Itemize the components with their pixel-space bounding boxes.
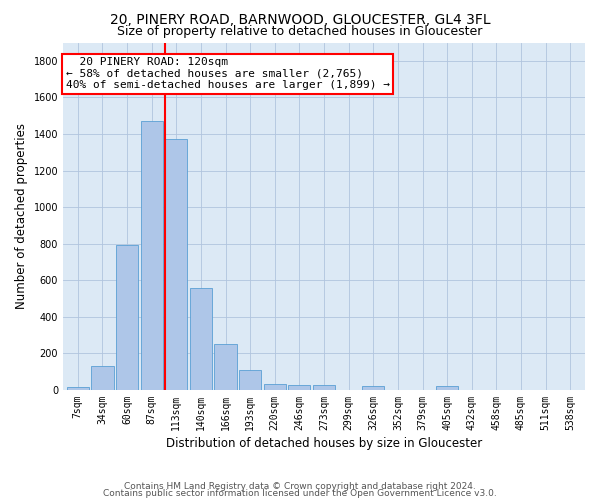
- Bar: [289, 385, 310, 390]
- Text: 20 PINERY ROAD: 120sqm  
← 58% of detached houses are smaller (2,765)
40% of sem: 20 PINERY ROAD: 120sqm ← 58% of detached…: [65, 57, 389, 90]
- Text: Contains public sector information licensed under the Open Government Licence v3: Contains public sector information licen…: [103, 489, 497, 498]
- Text: Size of property relative to detached houses in Gloucester: Size of property relative to detached ho…: [118, 25, 482, 38]
- Bar: [91, 366, 113, 390]
- Bar: [165, 140, 187, 390]
- Text: Contains HM Land Registry data © Crown copyright and database right 2024.: Contains HM Land Registry data © Crown c…: [124, 482, 476, 491]
- Bar: [239, 370, 261, 390]
- Bar: [190, 288, 212, 390]
- X-axis label: Distribution of detached houses by size in Gloucester: Distribution of detached houses by size …: [166, 437, 482, 450]
- Text: 20, PINERY ROAD, BARNWOOD, GLOUCESTER, GL4 3FL: 20, PINERY ROAD, BARNWOOD, GLOUCESTER, G…: [110, 12, 490, 26]
- Bar: [140, 121, 163, 390]
- Bar: [116, 244, 138, 390]
- Y-axis label: Number of detached properties: Number of detached properties: [15, 123, 28, 309]
- Bar: [67, 387, 89, 390]
- Bar: [214, 344, 236, 390]
- Bar: [313, 385, 335, 390]
- Bar: [436, 386, 458, 390]
- Bar: [362, 386, 385, 390]
- Bar: [264, 384, 286, 390]
